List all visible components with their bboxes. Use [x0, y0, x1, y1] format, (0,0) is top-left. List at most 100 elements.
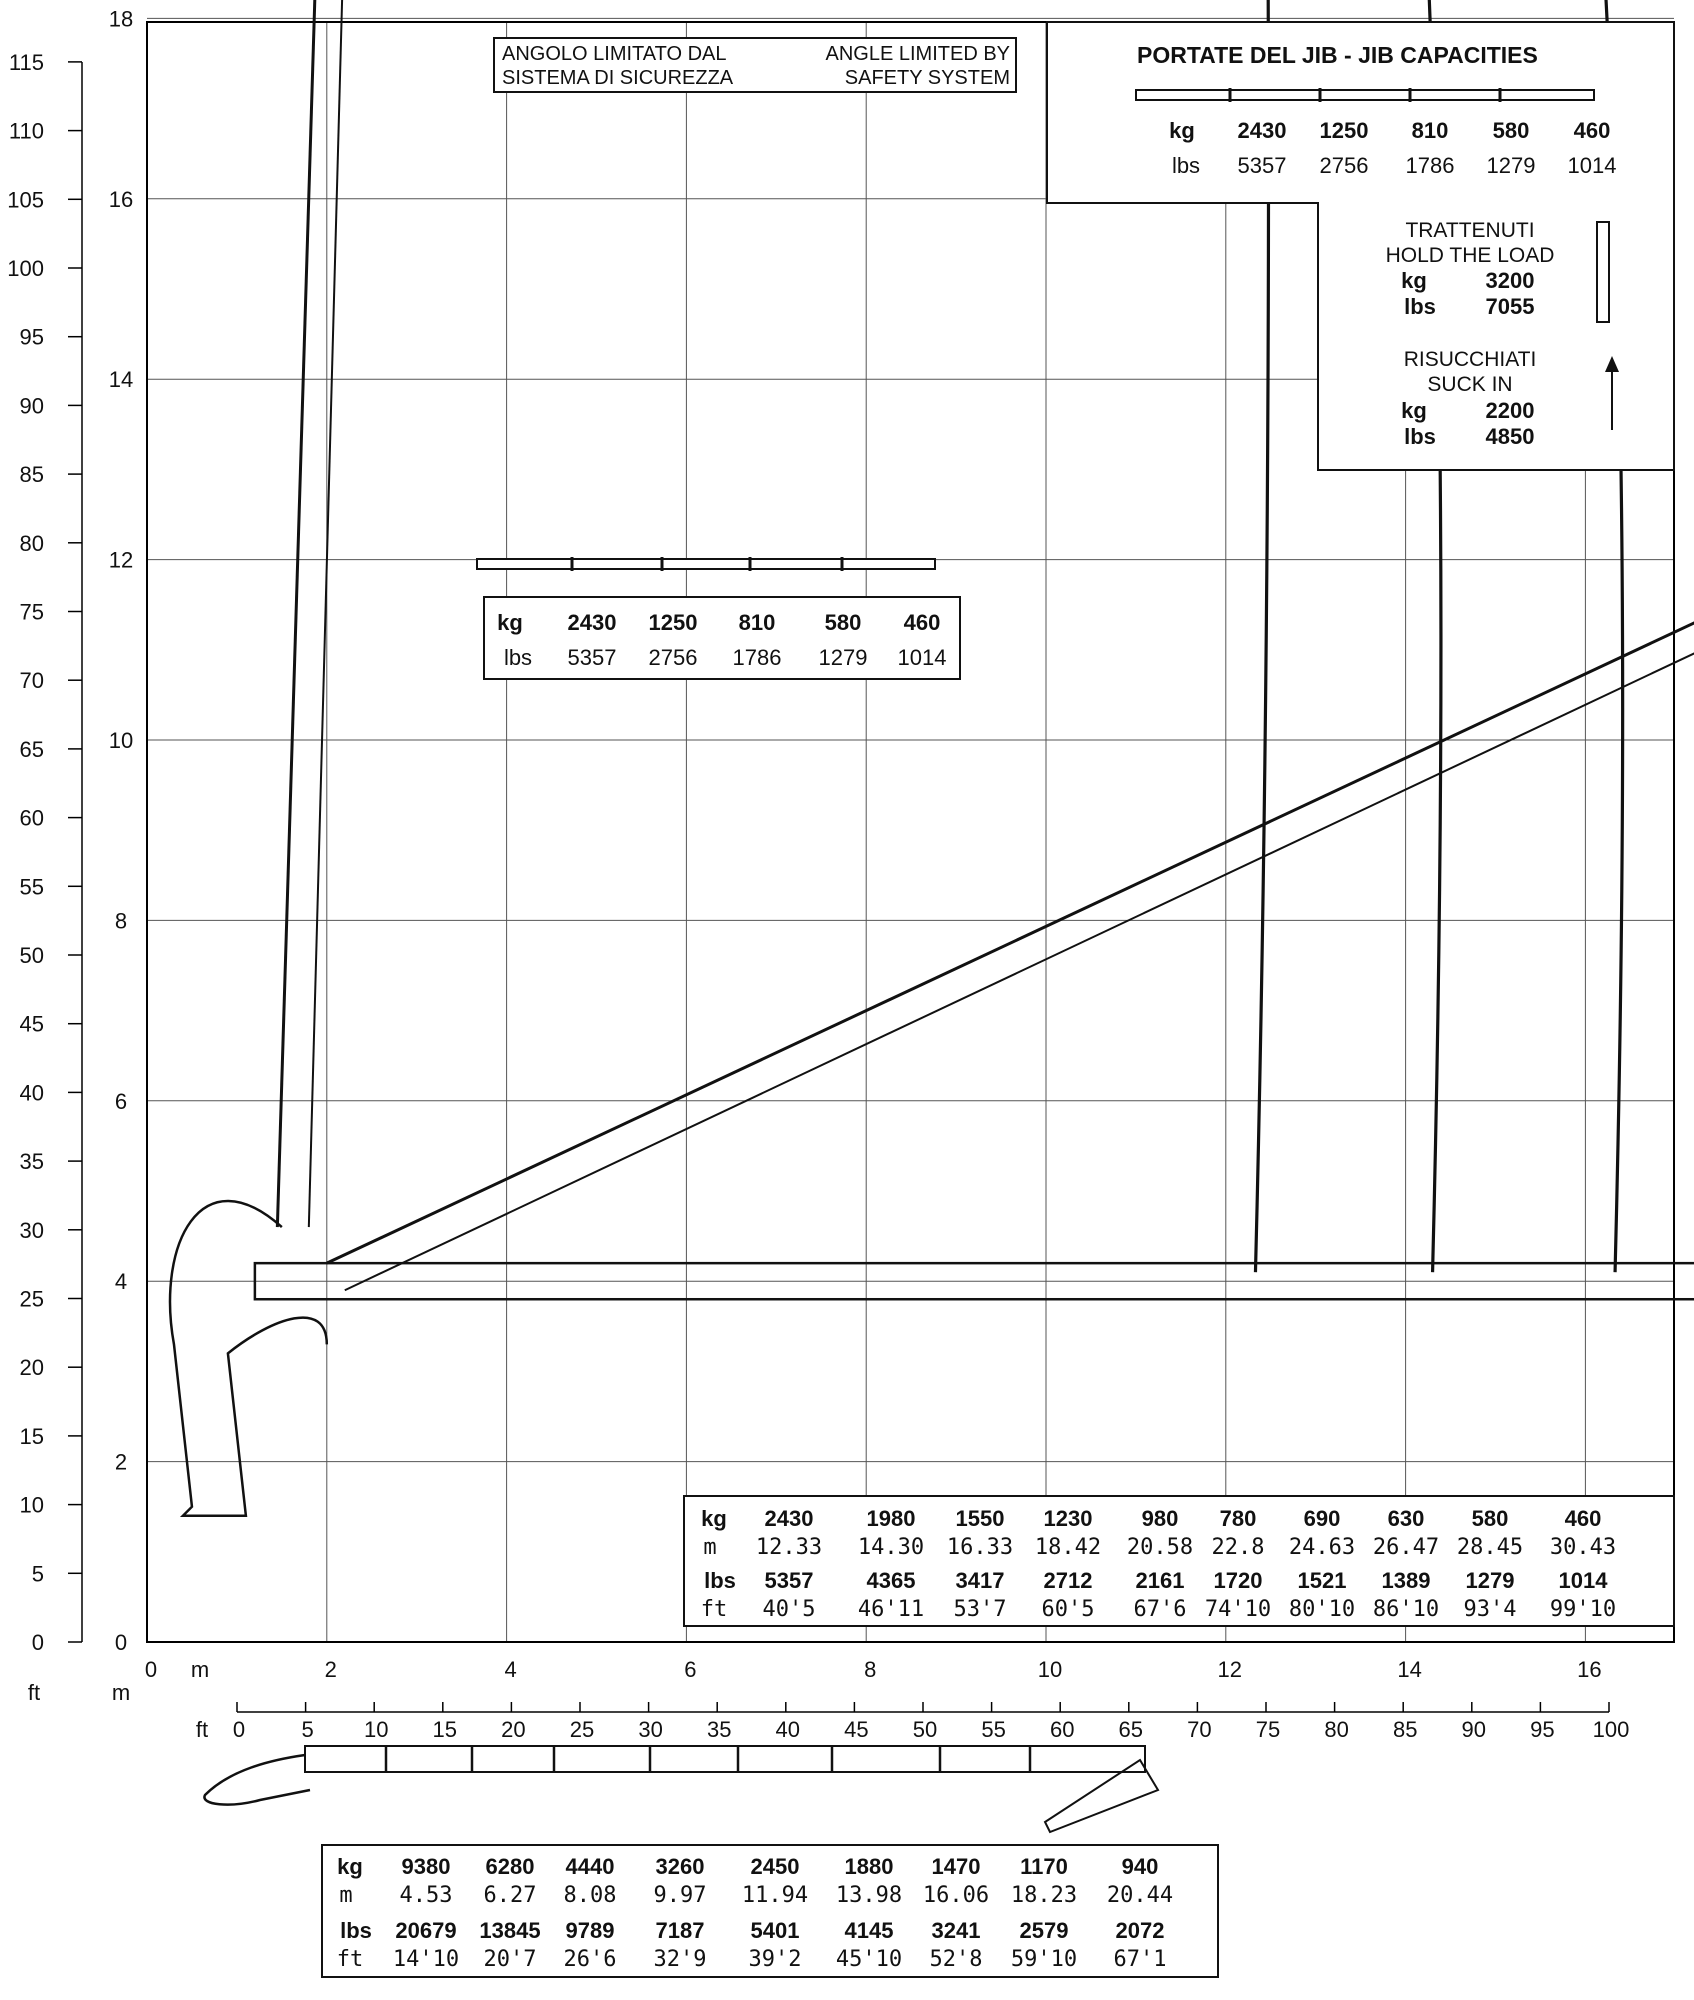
reach-m-value: 20.58 — [1127, 1535, 1193, 1560]
folded-boom-drawing — [304, 1745, 1146, 1773]
ft-tick-label-x: 0 — [233, 1717, 245, 1742]
jib-cap-lbs-value: 5357 — [1238, 153, 1287, 178]
ft-tick-label: 75 — [20, 600, 44, 625]
boom-lbs-value: 5401 — [751, 1918, 800, 1943]
reach-kg-value: 1550 — [956, 1506, 1005, 1531]
hold-load-line1: TRATTENUTI — [1405, 219, 1534, 242]
boom-kg-value: 4440 — [566, 1854, 615, 1879]
reach-m-value: 30.43 — [1550, 1535, 1616, 1560]
ft-tick-label: 25 — [20, 1287, 44, 1312]
m-tick-label-y: 8 — [115, 908, 127, 933]
ft-tick-label-x: 95 — [1530, 1717, 1554, 1742]
boom-kg-value: 1170 — [1020, 1854, 1068, 1879]
boom-table — [321, 1844, 1219, 1978]
safety-text-en-2: SAFETY SYSTEM — [845, 67, 1010, 89]
jib-cap-kg-value: 1250 — [1320, 118, 1369, 143]
ft-tick-label: 10 — [20, 1493, 44, 1518]
reach-kg-value: 1980 — [867, 1506, 916, 1531]
ft-tick-label-x: 75 — [1256, 1717, 1280, 1742]
m-tick-label-x: 0 — [145, 1657, 157, 1682]
boom-kg-value: 9380 — [402, 1854, 451, 1879]
reach-ft-value: 53'7 — [954, 1597, 1007, 1622]
ft-tick-label: 40 — [20, 1080, 44, 1105]
boom-vertical-edge — [307, 0, 344, 1228]
ft-tick-label-x: 80 — [1324, 1717, 1348, 1742]
boom-m-value: 8.08 — [564, 1883, 617, 1908]
ft-tick-label: 15 — [20, 1424, 44, 1449]
m-tick-label-y: 14 — [109, 367, 133, 392]
m-tick-label-y: 0 — [115, 1630, 127, 1655]
boom-vertical — [275, 0, 317, 1228]
ft-tick-label: 35 — [20, 1149, 44, 1174]
reach-kg-value: 2430 — [765, 1506, 814, 1531]
jib-cap-lbs-value: 1786 — [1406, 153, 1455, 178]
ft-axis-label: ft — [28, 1680, 40, 1705]
safety-text-it-2: SISTEMA DI SICUREZZA — [502, 67, 734, 89]
boom-kg-value: 2450 — [751, 1854, 800, 1879]
hold-kg-value: 3200 — [1486, 268, 1535, 293]
jib-mid-kg-value: 2430 — [568, 610, 617, 635]
reach-ft-value: 46'11 — [858, 1597, 924, 1622]
ft-tick-label: 50 — [20, 943, 44, 968]
boom-ft-label: ft — [337, 1947, 364, 1972]
reach-m-value: 22.8 — [1212, 1535, 1265, 1560]
reach-lbs-value: 5357 — [765, 1568, 814, 1593]
boom-angled-edge — [344, 652, 1694, 1292]
reach-lbs-value: 1389 — [1382, 1568, 1431, 1593]
reach-ft-value: 74'10 — [1205, 1597, 1271, 1622]
boom-ft-value: 20'7 — [484, 1947, 537, 1972]
reach-m-value: 24.63 — [1289, 1535, 1355, 1560]
ft-tick-label-x: 40 — [776, 1717, 800, 1742]
reach-lbs-value: 2712 — [1044, 1568, 1093, 1593]
ft-tick-label: 45 — [20, 1012, 44, 1037]
ft-tick-label-x: 65 — [1119, 1717, 1143, 1742]
m-tick-label-x: 6 — [684, 1657, 696, 1682]
jib-mid-lbs-value: 1786 — [733, 645, 782, 670]
boom-ft-value: 39'2 — [749, 1947, 802, 1972]
boom-m-label: m — [339, 1883, 352, 1908]
jib-mid-lbs-value: 1014 — [898, 645, 947, 670]
reach-m-label: m — [703, 1535, 716, 1560]
boom-kg-value: 3260 — [656, 1854, 705, 1879]
boom-lbs-label: lbs — [340, 1918, 372, 1943]
jib-capacities-title: PORTATE DEL JIB - JIB CAPACITIES — [1137, 42, 1538, 68]
boom-m-value: 6.27 — [484, 1883, 537, 1908]
reach-kg-value: 780 — [1220, 1506, 1257, 1531]
jib-cap-lbs-label: lbs — [1172, 153, 1200, 178]
ft-tick-label: 30 — [20, 1218, 44, 1243]
m-tick-label-y: 4 — [115, 1269, 127, 1294]
suck-lbs-label: lbs — [1404, 424, 1436, 449]
jib-mid-kg-value: 1250 — [649, 610, 698, 635]
ft-tick-label-x: 25 — [570, 1717, 594, 1742]
m-tick-label-x: 8 — [864, 1657, 876, 1682]
reach-ft-value: 93'4 — [1464, 1597, 1517, 1622]
boom-lbs-value: 13845 — [479, 1918, 540, 1943]
boom-ft-value: 26'6 — [564, 1947, 617, 1972]
m-tick-label-x: 14 — [1397, 1657, 1421, 1682]
jib-table-mid — [483, 596, 961, 680]
boom-horizontal — [253, 1261, 1694, 1301]
boom-kg-value: 940 — [1122, 1854, 1159, 1879]
ft-tick-label-x: 35 — [707, 1717, 731, 1742]
boom-kg-value: 1470 — [932, 1854, 981, 1879]
boom-m-value: 9.97 — [654, 1883, 707, 1908]
safety-text-it-1: ANGOLO LIMITATO DAL — [502, 43, 727, 65]
reach-kg-label: kg — [701, 1506, 727, 1531]
reach-lbs-value: 4365 — [867, 1568, 916, 1593]
jib-cap-kg-value: 810 — [1412, 118, 1449, 143]
reach-ft-value: 60'5 — [1042, 1597, 1095, 1622]
suck-in-line2: SUCK IN — [1427, 373, 1512, 396]
jib-mid-kg-value: 580 — [825, 610, 862, 635]
load-curve — [1253, 0, 1271, 1273]
boom-lbs-value: 2579 — [1020, 1918, 1069, 1943]
reach-kg-value: 630 — [1388, 1506, 1425, 1531]
safety-system-box — [493, 37, 1017, 93]
hold-load-line2: HOLD THE LOAD — [1386, 244, 1555, 267]
suck-kg-label: kg — [1401, 398, 1427, 423]
plot-frame — [146, 21, 1675, 1643]
boom-m-value: 11.94 — [742, 1883, 808, 1908]
ft-tick-label: 90 — [20, 393, 44, 418]
reach-lbs-value: 1720 — [1214, 1568, 1263, 1593]
crane-base — [168, 1199, 329, 1517]
